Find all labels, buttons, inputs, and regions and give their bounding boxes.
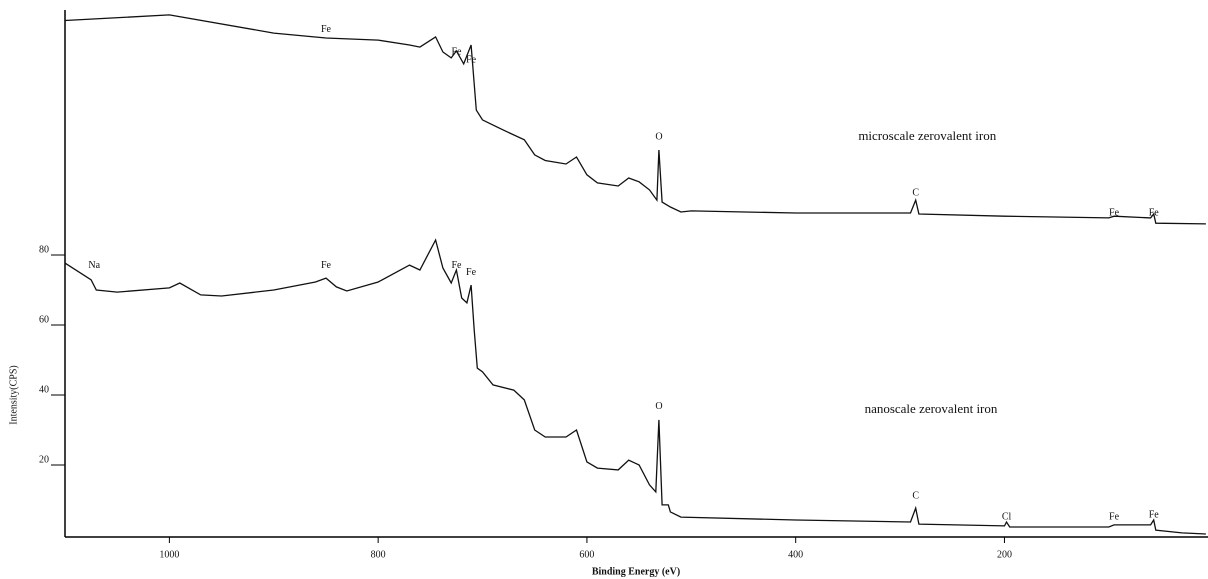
annotation: Fe: [466, 267, 477, 278]
x-tick-label: 400: [788, 549, 803, 560]
y-tick-label: 20: [39, 454, 49, 465]
annotation: Fe: [1109, 511, 1120, 522]
x-tick-label: 800: [371, 549, 386, 560]
annotation: Fe: [451, 46, 462, 57]
annotation: Fe: [321, 24, 332, 35]
annotation: microscale zerovalent iron: [858, 128, 996, 143]
annotation: O: [655, 401, 662, 412]
annotation: Fe: [1109, 207, 1120, 218]
spectrum-line: [64, 238, 1206, 535]
annotation: nanoscale zerovalent iron: [865, 401, 998, 416]
annotation: C: [912, 490, 919, 501]
x-tick-label: 600: [579, 549, 594, 560]
annotation: O: [655, 131, 662, 142]
annotation: Fe: [451, 260, 462, 271]
x-axis-label: Binding Energy (eV): [592, 566, 680, 577]
y-tick-label: 80: [39, 244, 49, 255]
annotation: Fe: [321, 260, 332, 271]
x-tick-label: 1000: [159, 549, 179, 560]
y-axis-label: Intensity(CPS): [8, 365, 19, 424]
annotation: Na: [88, 260, 100, 271]
x-tick-label: 200: [997, 549, 1012, 560]
spectrum-line: [64, 14, 1206, 225]
annotation: Fe: [1149, 509, 1160, 520]
annotation: Fe: [1149, 207, 1160, 218]
annotation: Fe: [466, 54, 477, 65]
annotation: Cl: [1002, 511, 1012, 522]
y-tick-label: 40: [39, 384, 49, 395]
annotation: C: [912, 187, 919, 198]
y-tick-label: 60: [39, 314, 49, 325]
